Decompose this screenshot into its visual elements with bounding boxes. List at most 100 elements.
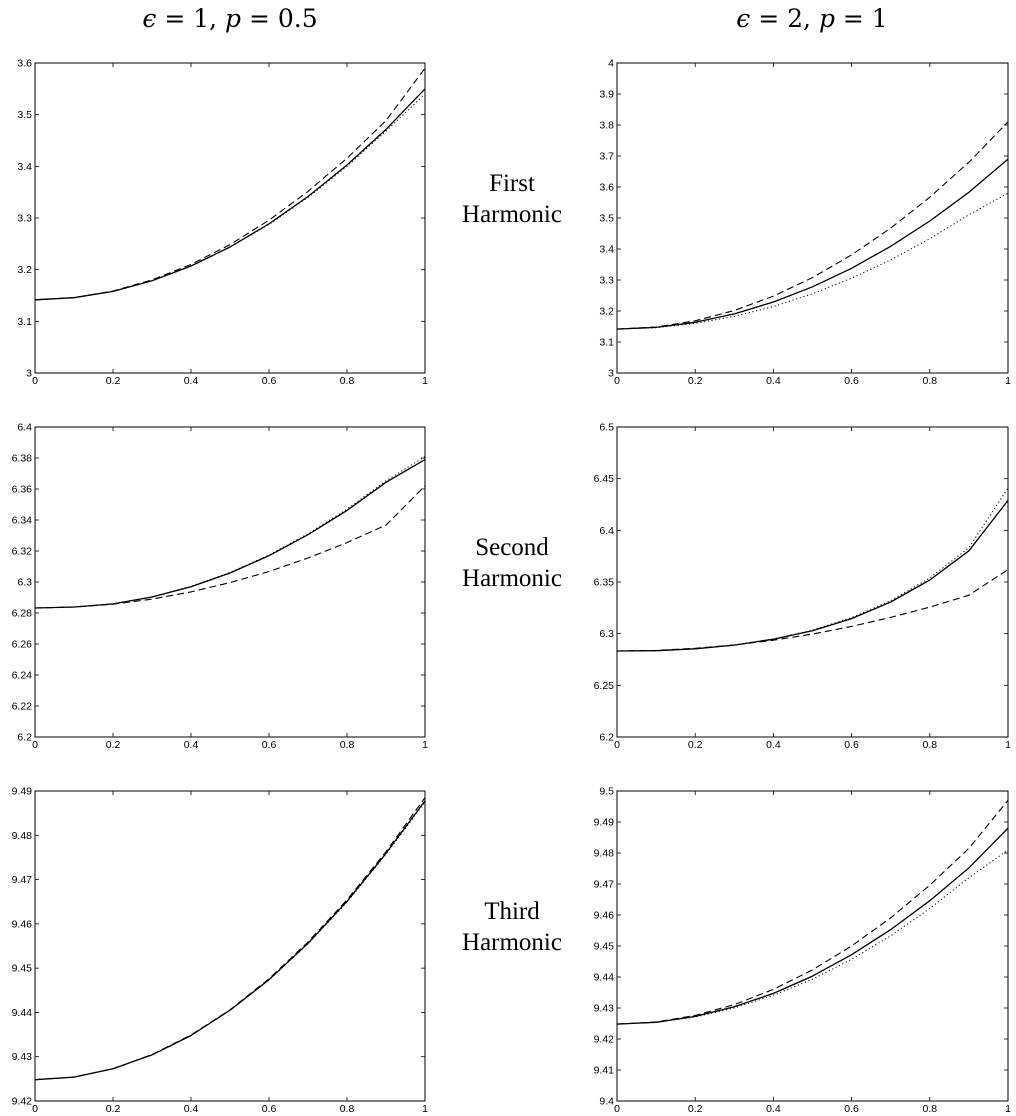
y-tick-label: 3.5 <box>599 213 614 225</box>
x-tick-label: 0.6 <box>262 375 277 387</box>
y-tick-label: 9.48 <box>12 830 33 842</box>
p-symbol: p <box>225 4 242 33</box>
y-tick-label: 3.2 <box>17 264 32 276</box>
x-tick-label: 0 <box>614 1103 620 1115</box>
x-tick-label: 0.8 <box>922 375 937 387</box>
epsilon-value: = 2, <box>750 4 819 33</box>
x-tick-label: 0 <box>32 739 38 751</box>
series-line-dashed <box>616 569 1009 652</box>
plot-frame <box>616 62 1009 374</box>
row-label-first: First Harmonic <box>442 168 582 230</box>
y-tick-label: 3 <box>26 368 32 380</box>
y-tick-label: 6.35 <box>594 577 615 589</box>
epsilon-symbol: ϵ <box>142 4 157 33</box>
x-tick-label: 0.8 <box>340 1103 355 1115</box>
y-tick-label: 9.43 <box>12 1051 33 1063</box>
y-tick-label: 6.25 <box>594 680 615 692</box>
series-line-dashed <box>34 67 426 301</box>
y-tick-label: 6.2 <box>17 732 32 744</box>
x-tick-label: 0 <box>614 739 620 751</box>
series-line-dotted <box>34 801 426 1081</box>
x-tick-label: 0.8 <box>922 739 937 751</box>
x-tick-label: 0.2 <box>106 375 121 387</box>
x-tick-label: 0.2 <box>688 1103 703 1115</box>
x-tick-label: 1 <box>422 739 428 751</box>
y-tick-label: 3.7 <box>599 151 614 163</box>
y-tick-label: 3.8 <box>599 120 614 132</box>
y-tick-label: 9.46 <box>12 918 33 930</box>
y-tick-label: 9.45 <box>594 941 615 953</box>
y-tick-label: 3.3 <box>17 213 32 225</box>
p-symbol: p <box>818 4 835 33</box>
y-tick-label: 9.47 <box>12 874 33 886</box>
series-line-solid <box>616 500 1009 652</box>
row-label-third: Third Harmonic <box>442 896 582 958</box>
x-tick-label: 1 <box>422 375 428 387</box>
y-tick-label: 6.28 <box>12 608 33 620</box>
x-tick-label: 0.6 <box>262 739 277 751</box>
x-tick-label: 0.2 <box>688 375 703 387</box>
y-tick-label: 3.6 <box>17 58 32 70</box>
series-line-dashed <box>616 121 1009 330</box>
row-label-line2: Harmonic <box>462 929 562 956</box>
y-tick-label: 9.41 <box>594 1065 615 1077</box>
y-tick-label: 3.3 <box>599 275 614 287</box>
plot-frame <box>34 426 426 738</box>
p-value: = 1 <box>834 4 888 33</box>
y-tick-label: 9.42 <box>12 1096 33 1108</box>
y-tick-label: 3.4 <box>599 244 614 256</box>
x-tick-label: 0.4 <box>184 375 199 387</box>
column-header-left: ϵ = 1, p = 0.5 <box>100 4 360 33</box>
series-line-dotted <box>616 487 1009 652</box>
y-tick-label: 9.42 <box>594 1034 615 1046</box>
x-tick-label: 0.8 <box>922 1103 937 1115</box>
y-tick-label: 9.43 <box>594 1003 615 1015</box>
y-tick-label: 9.49 <box>12 786 33 798</box>
x-tick-label: 1 <box>422 1103 428 1115</box>
x-tick-label: 0.4 <box>766 375 781 387</box>
y-tick-label: 3.2 <box>599 306 614 318</box>
x-tick-label: 0.8 <box>340 739 355 751</box>
y-tick-label: 9.46 <box>594 910 615 922</box>
y-tick-label: 3.6 <box>599 182 614 194</box>
series-line-solid <box>616 158 1009 330</box>
y-tick-label: 6.3 <box>599 628 614 640</box>
y-tick-label: 9.44 <box>12 1007 33 1019</box>
x-tick-label: 1 <box>1005 1103 1011 1115</box>
chart-panel-2-0: 0 0.2 0.4 0.6 0.8 1 9.42 9.43 9.44 9.45 9.46 9.47 9.… <box>12 786 429 1116</box>
x-tick-label: 0.4 <box>766 739 781 751</box>
x-tick-label: 1 <box>1005 739 1011 751</box>
y-tick-label: 9.49 <box>594 817 615 829</box>
row-label-line1: Third <box>484 898 540 925</box>
series-line-dashed <box>34 485 426 609</box>
epsilon-value: = 1, <box>156 4 226 33</box>
y-tick-label: 3.1 <box>599 337 614 349</box>
chart-panel-0-0: 0 0.2 0.4 0.6 0.8 1 3 3.1 3.2 3.3 3.4 3.5 3.6 <box>17 58 428 388</box>
series-line-dashed <box>34 797 426 1081</box>
series-line-solid <box>34 800 426 1081</box>
y-tick-label: 9.45 <box>12 963 33 975</box>
y-tick-label: 6.3 <box>17 577 32 589</box>
y-tick-label: 6.32 <box>12 546 33 558</box>
chart-panel-0-1: 0 0.2 0.4 0.6 0.8 1 3 3.1 3.2 3.3 3.4 3.5 3.6 3.7 3.8 3… <box>599 58 1011 388</box>
x-tick-label: 0.4 <box>184 739 199 751</box>
x-tick-label: 0.6 <box>844 739 859 751</box>
x-tick-label: 0.6 <box>844 375 859 387</box>
y-tick-label: 6.38 <box>12 453 33 465</box>
x-tick-label: 0.8 <box>340 375 355 387</box>
y-tick-label: 6.5 <box>599 422 614 434</box>
y-tick-label: 3 <box>608 368 614 380</box>
series-line-dotted <box>616 192 1009 330</box>
x-tick-label: 0 <box>614 375 620 387</box>
chart-panel-1-1: 0 0.2 0.4 0.6 0.8 1 6.2 6.25 6.3 6.35 6.4 6.45 6.5 <box>594 422 1012 752</box>
x-tick-label: 0.2 <box>106 1103 121 1115</box>
series-line-dotted <box>34 93 426 301</box>
y-tick-label: 3.5 <box>17 109 32 121</box>
y-tick-label: 6.4 <box>599 525 614 537</box>
x-tick-label: 0.2 <box>106 739 121 751</box>
x-tick-label: 0.6 <box>262 1103 277 1115</box>
y-tick-label: 9.47 <box>594 879 615 891</box>
y-tick-label: 6.45 <box>594 473 615 485</box>
series-line-solid <box>616 827 1009 1025</box>
